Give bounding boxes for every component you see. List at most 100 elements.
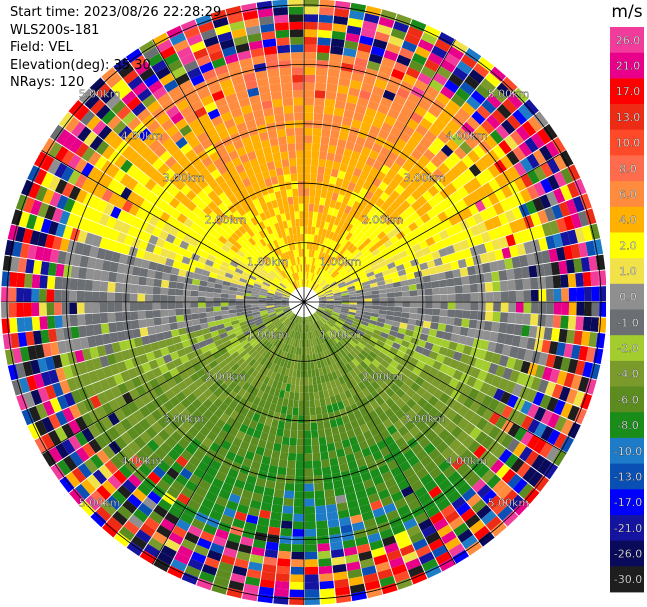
gate <box>327 68 340 78</box>
gate <box>536 326 546 340</box>
gate <box>15 194 28 211</box>
gate <box>96 247 107 260</box>
gate <box>395 205 405 216</box>
gate <box>206 42 222 55</box>
gate <box>159 441 173 454</box>
gate <box>73 215 85 230</box>
gate <box>195 261 205 270</box>
gate <box>475 84 491 99</box>
gate <box>382 174 393 186</box>
gate <box>582 316 592 332</box>
gate <box>282 505 294 514</box>
gate <box>568 302 577 316</box>
gate <box>214 122 227 134</box>
gate <box>449 359 460 370</box>
gate <box>308 377 313 386</box>
gate <box>380 248 390 257</box>
gate <box>254 214 263 224</box>
gate <box>370 213 380 223</box>
gate <box>153 504 168 518</box>
gate <box>491 109 507 124</box>
gate <box>286 135 296 144</box>
gate <box>243 329 252 337</box>
gate <box>186 93 201 106</box>
gate <box>285 268 291 276</box>
gate <box>152 245 163 256</box>
colorbar-label: 17.0 <box>616 85 641 98</box>
gate <box>312 460 322 469</box>
gate <box>377 488 391 500</box>
gate <box>214 64 229 76</box>
gate <box>317 543 331 552</box>
gate <box>321 282 329 289</box>
gate <box>319 303 327 306</box>
gate <box>395 195 406 206</box>
gate <box>311 314 317 322</box>
gate <box>189 222 200 232</box>
gate <box>101 189 114 203</box>
gate <box>349 583 366 594</box>
gate <box>233 139 244 150</box>
gate <box>163 52 180 66</box>
gate <box>440 255 451 265</box>
gate <box>288 266 294 275</box>
gate <box>324 288 332 293</box>
gate <box>259 271 268 278</box>
gate <box>287 460 296 469</box>
gate <box>307 233 311 242</box>
gate <box>527 403 540 419</box>
gate <box>356 543 371 554</box>
gate <box>227 468 239 479</box>
gate <box>262 219 270 228</box>
gate <box>436 65 452 80</box>
gate <box>256 355 264 364</box>
gate <box>348 87 361 97</box>
gate <box>219 181 230 192</box>
gate <box>273 489 285 498</box>
gate <box>504 257 514 270</box>
gate <box>385 387 396 398</box>
gate <box>206 281 215 288</box>
gate <box>438 199 450 211</box>
gate <box>317 268 323 276</box>
gate <box>76 401 88 416</box>
gate <box>309 315 314 324</box>
gate <box>47 262 57 276</box>
gate <box>304 544 318 552</box>
gate <box>430 322 439 330</box>
gate <box>262 38 277 48</box>
gate <box>127 116 142 131</box>
gate <box>421 201 433 213</box>
gate <box>431 435 444 448</box>
gate <box>428 406 440 419</box>
colorbar-label: -13.0 <box>614 470 642 483</box>
gate <box>533 438 547 454</box>
gate <box>255 205 264 215</box>
gate <box>312 128 322 137</box>
gate <box>338 131 349 141</box>
gate <box>399 460 412 473</box>
gate <box>363 357 372 367</box>
gate <box>316 267 322 275</box>
gate <box>438 316 448 325</box>
gate <box>221 364 231 373</box>
gate <box>317 44 331 54</box>
gate <box>175 302 183 309</box>
gate <box>396 363 406 373</box>
gate <box>468 69 485 84</box>
gate <box>243 304 252 309</box>
gate <box>526 434 541 450</box>
gate <box>89 77 106 94</box>
gate <box>133 195 145 208</box>
gate <box>399 178 411 190</box>
gate <box>217 269 227 277</box>
gate <box>283 260 289 269</box>
gate <box>341 155 351 165</box>
gate <box>128 204 140 216</box>
gate <box>113 182 126 196</box>
gate <box>516 243 527 256</box>
gate <box>142 477 157 491</box>
gate <box>354 264 363 272</box>
gate <box>341 229 350 239</box>
gate <box>138 128 152 142</box>
